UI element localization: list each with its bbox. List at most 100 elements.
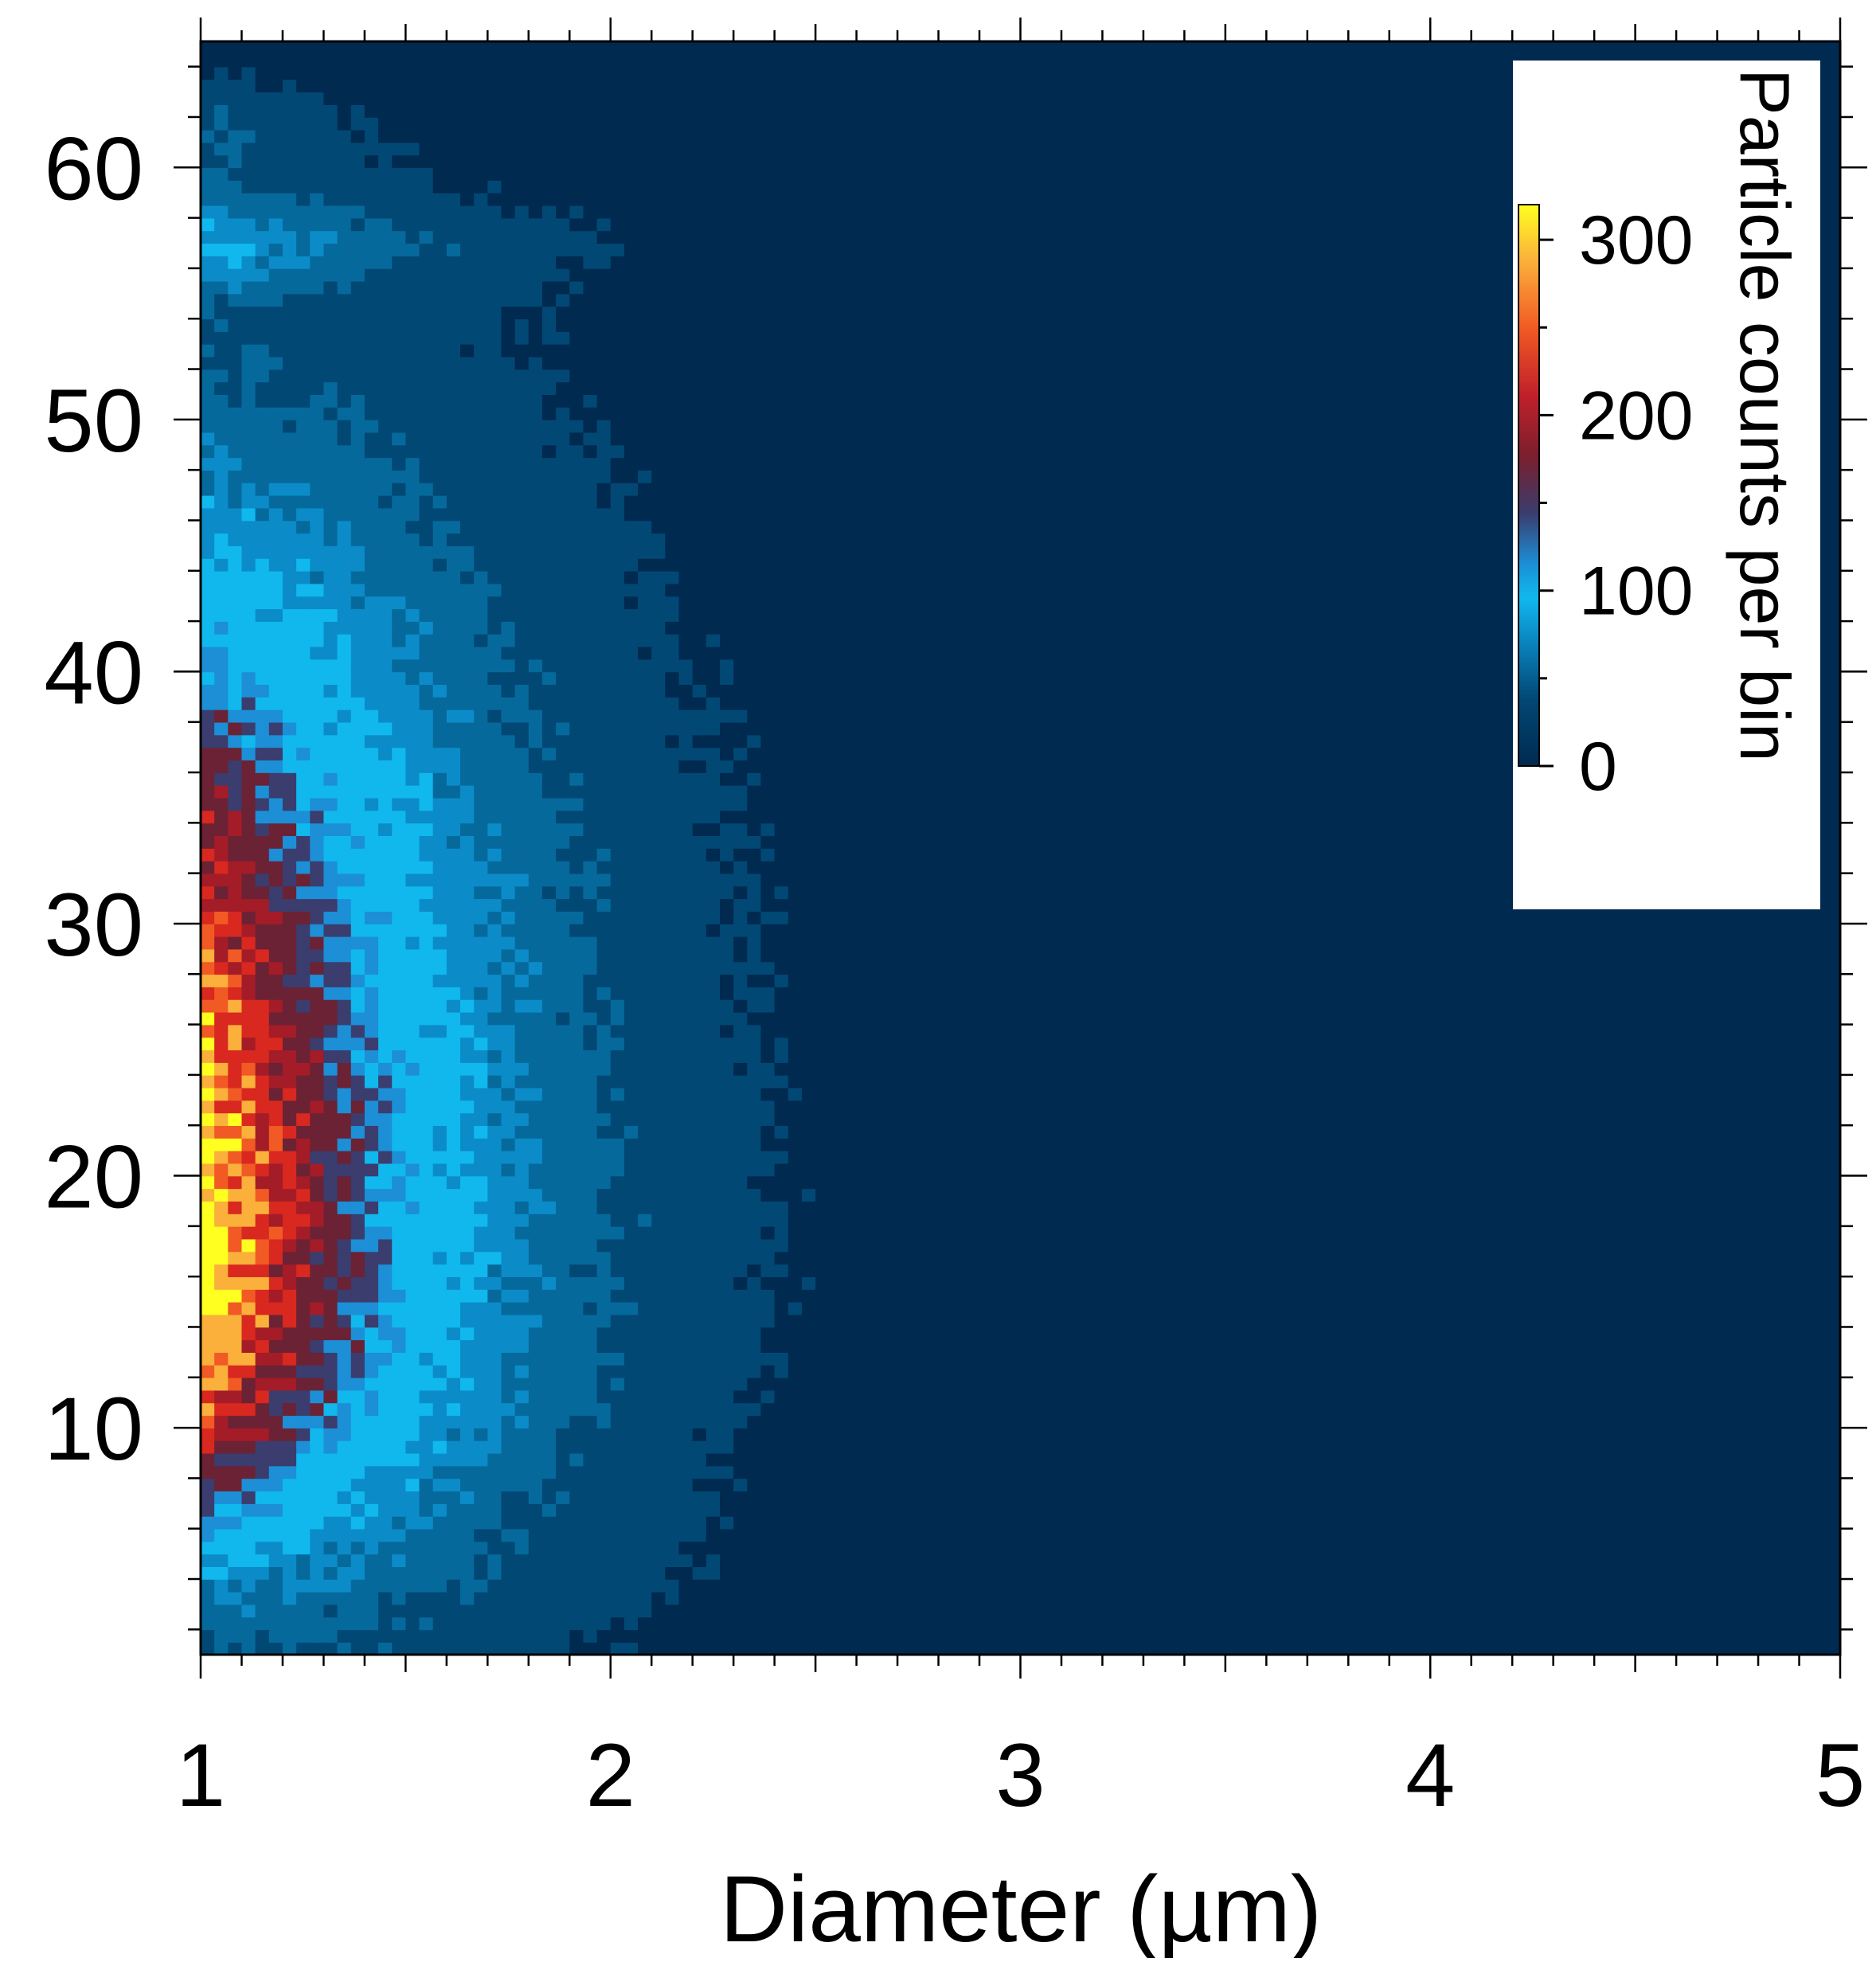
heatmap-cell bbox=[720, 987, 734, 1000]
heatmap-cell bbox=[569, 205, 584, 219]
heatmap-cell bbox=[214, 482, 229, 496]
heatmap-cell bbox=[678, 1566, 694, 1580]
heatmap-cell bbox=[583, 885, 598, 900]
heatmap-cell bbox=[705, 1554, 721, 1568]
heatmap-cell bbox=[432, 533, 448, 546]
heatmap-cell bbox=[392, 823, 407, 836]
heatmap-cell bbox=[446, 41, 461, 55]
heatmap-cell bbox=[214, 1389, 229, 1404]
heatmap-cell bbox=[596, 1541, 612, 1555]
heatmap-cell bbox=[446, 280, 461, 295]
heatmap-cell bbox=[514, 721, 530, 736]
heatmap-cell bbox=[528, 1011, 543, 1026]
heatmap-cell bbox=[528, 280, 543, 295]
heatmap-cell bbox=[310, 507, 325, 522]
heatmap-cell bbox=[474, 646, 489, 660]
heatmap-cell bbox=[556, 1264, 571, 1277]
heatmap-cell bbox=[310, 419, 325, 433]
heatmap-cell bbox=[610, 1465, 625, 1479]
heatmap-cell bbox=[323, 192, 338, 206]
heatmap-cell bbox=[705, 331, 721, 345]
heatmap-cell bbox=[432, 306, 448, 320]
heatmap-cell bbox=[419, 129, 434, 143]
heatmap-cell bbox=[364, 92, 379, 105]
heatmap-cell bbox=[692, 1175, 707, 1190]
heatmap-cell bbox=[583, 1125, 598, 1139]
heatmap-cell bbox=[623, 1163, 639, 1177]
heatmap-cell bbox=[255, 1364, 270, 1378]
heatmap-cell bbox=[569, 1251, 584, 1265]
heatmap-cell bbox=[556, 999, 571, 1013]
heatmap-cell bbox=[541, 1364, 557, 1378]
heatmap-cell bbox=[556, 621, 571, 635]
heatmap-cell bbox=[282, 280, 297, 295]
heatmap-cell bbox=[474, 1339, 489, 1353]
heatmap-cell bbox=[583, 356, 598, 370]
heatmap-cell bbox=[337, 1301, 352, 1315]
heatmap-cell bbox=[651, 1188, 666, 1202]
heatmap-cell bbox=[501, 860, 516, 874]
heatmap-cell bbox=[432, 116, 448, 131]
heatmap-cell bbox=[705, 154, 721, 169]
heatmap-cell bbox=[392, 621, 407, 635]
heatmap-cell bbox=[514, 520, 530, 534]
heatmap-cell bbox=[460, 1175, 475, 1190]
heatmap-cell bbox=[720, 1301, 734, 1315]
heatmap-cell bbox=[323, 1591, 338, 1605]
heatmap-cell bbox=[583, 1452, 598, 1467]
heatmap-cell bbox=[350, 823, 365, 836]
heatmap-cell bbox=[638, 407, 653, 420]
heatmap-cell bbox=[241, 721, 256, 736]
heatmap-cell bbox=[514, 167, 530, 181]
heatmap-cell bbox=[501, 1415, 516, 1429]
heatmap-cell bbox=[692, 860, 707, 874]
heatmap-cell bbox=[692, 1238, 707, 1253]
heatmap-cell bbox=[474, 1642, 489, 1655]
heatmap-cell bbox=[692, 961, 707, 975]
heatmap-cell bbox=[419, 835, 434, 849]
heatmap-cell bbox=[541, 470, 557, 483]
heatmap-cell bbox=[610, 369, 625, 383]
heatmap-cell bbox=[337, 1288, 352, 1303]
heatmap-cell bbox=[323, 129, 338, 143]
heatmap-cell bbox=[337, 1352, 352, 1366]
heatmap-cell bbox=[446, 1138, 461, 1151]
heatmap-cell bbox=[514, 1541, 530, 1555]
heatmap-cell bbox=[638, 709, 653, 723]
heatmap-cell bbox=[569, 53, 584, 68]
heatmap-cell bbox=[474, 987, 489, 1000]
heatmap-cell bbox=[583, 772, 598, 786]
heatmap-cell bbox=[350, 583, 365, 597]
heatmap-cell bbox=[432, 369, 448, 383]
heatmap-cell bbox=[241, 583, 256, 597]
heatmap-cell bbox=[392, 697, 407, 710]
heatmap-cell bbox=[310, 1491, 325, 1504]
heatmap-cell bbox=[556, 243, 571, 256]
heatmap-cell bbox=[720, 1591, 734, 1605]
heatmap-cell bbox=[378, 1150, 393, 1164]
heatmap-cell bbox=[556, 79, 571, 93]
heatmap-cell bbox=[255, 167, 270, 181]
heatmap-cell bbox=[651, 1201, 666, 1214]
heatmap-cell bbox=[282, 848, 297, 862]
heatmap-cell bbox=[705, 684, 721, 698]
heatmap-cell bbox=[392, 1642, 407, 1655]
heatmap-cell bbox=[720, 41, 734, 55]
heatmap-cell bbox=[556, 1037, 571, 1051]
heatmap-cell bbox=[241, 230, 256, 244]
heatmap-cell bbox=[241, 633, 256, 647]
heatmap-cell bbox=[651, 192, 666, 206]
heatmap-cell bbox=[364, 53, 379, 68]
heatmap-cell bbox=[569, 520, 584, 534]
heatmap-cell bbox=[514, 570, 530, 584]
heatmap-cell bbox=[692, 810, 707, 824]
heatmap-cell bbox=[474, 709, 489, 723]
heatmap-cell bbox=[323, 256, 338, 269]
heatmap-cell bbox=[378, 520, 393, 534]
heatmap-cell bbox=[282, 1074, 297, 1088]
heatmap-cell bbox=[501, 192, 516, 206]
heatmap-cell bbox=[720, 520, 734, 534]
heatmap-cell bbox=[569, 911, 584, 924]
heatmap-cell bbox=[487, 810, 502, 824]
heatmap-cell bbox=[596, 961, 612, 975]
